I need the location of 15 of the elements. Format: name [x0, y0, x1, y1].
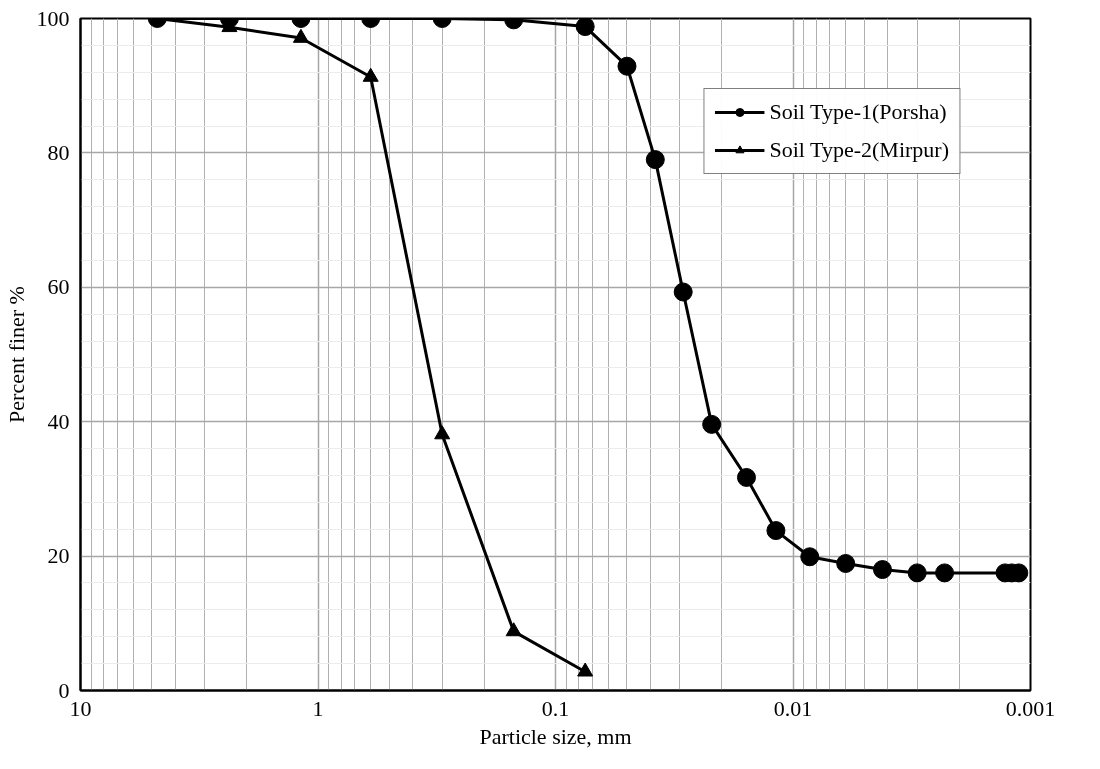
- legend-label: Soil Type-2(Mirpur): [769, 137, 949, 163]
- y-tick-label: 40: [47, 408, 70, 434]
- y-tick-label: 0: [58, 677, 70, 703]
- y-axis-title: Percent finer %: [3, 286, 29, 423]
- x-axis-title: Particle size, mm: [479, 723, 632, 749]
- y-tick-label: 100: [36, 5, 70, 31]
- y-tick-label: 60: [47, 274, 70, 300]
- x-tick-label: 0.001: [1005, 695, 1056, 721]
- x-tick-label: 0.1: [541, 695, 570, 721]
- y-tick-label: 80: [47, 139, 70, 165]
- y-tick-label: 20: [47, 543, 70, 569]
- x-tick-label: 1: [312, 695, 324, 721]
- x-tick-label: 0.01: [773, 695, 813, 721]
- x-tick-label: 10: [69, 695, 92, 721]
- legend-label: Soil Type-1(Porsha): [769, 99, 947, 125]
